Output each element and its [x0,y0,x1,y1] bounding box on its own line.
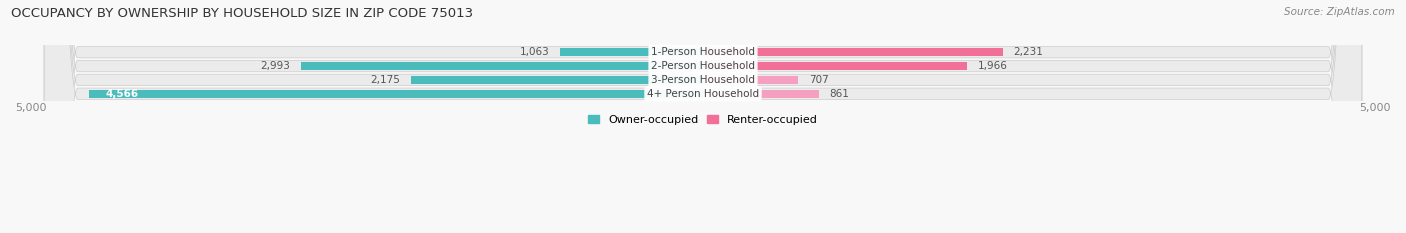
Bar [703,48,1002,56]
Bar [89,90,703,98]
Text: 1,063: 1,063 [520,47,550,57]
Bar [301,62,703,70]
Text: 4+ Person Household: 4+ Person Household [647,89,759,99]
Text: 2,231: 2,231 [1014,47,1043,57]
Text: 1-Person Household: 1-Person Household [651,47,755,57]
Text: 1,966: 1,966 [979,61,1008,71]
FancyBboxPatch shape [44,0,1362,233]
Text: Source: ZipAtlas.com: Source: ZipAtlas.com [1284,7,1395,17]
Text: 2,175: 2,175 [370,75,399,85]
Bar [703,62,967,70]
Text: 2-Person Household: 2-Person Household [651,61,755,71]
Text: 2,993: 2,993 [260,61,290,71]
Text: OCCUPANCY BY OWNERSHIP BY HOUSEHOLD SIZE IN ZIP CODE 75013: OCCUPANCY BY OWNERSHIP BY HOUSEHOLD SIZE… [11,7,474,20]
Bar [411,76,703,84]
Bar [560,48,703,56]
Text: 707: 707 [808,75,828,85]
Text: 3-Person Household: 3-Person Household [651,75,755,85]
FancyBboxPatch shape [44,0,1362,233]
Legend: Owner-occupied, Renter-occupied: Owner-occupied, Renter-occupied [583,110,823,130]
Text: 861: 861 [830,89,849,99]
Text: 4,566: 4,566 [105,89,138,99]
FancyBboxPatch shape [44,0,1362,233]
FancyBboxPatch shape [44,0,1362,233]
Bar [703,76,799,84]
Bar [703,90,818,98]
